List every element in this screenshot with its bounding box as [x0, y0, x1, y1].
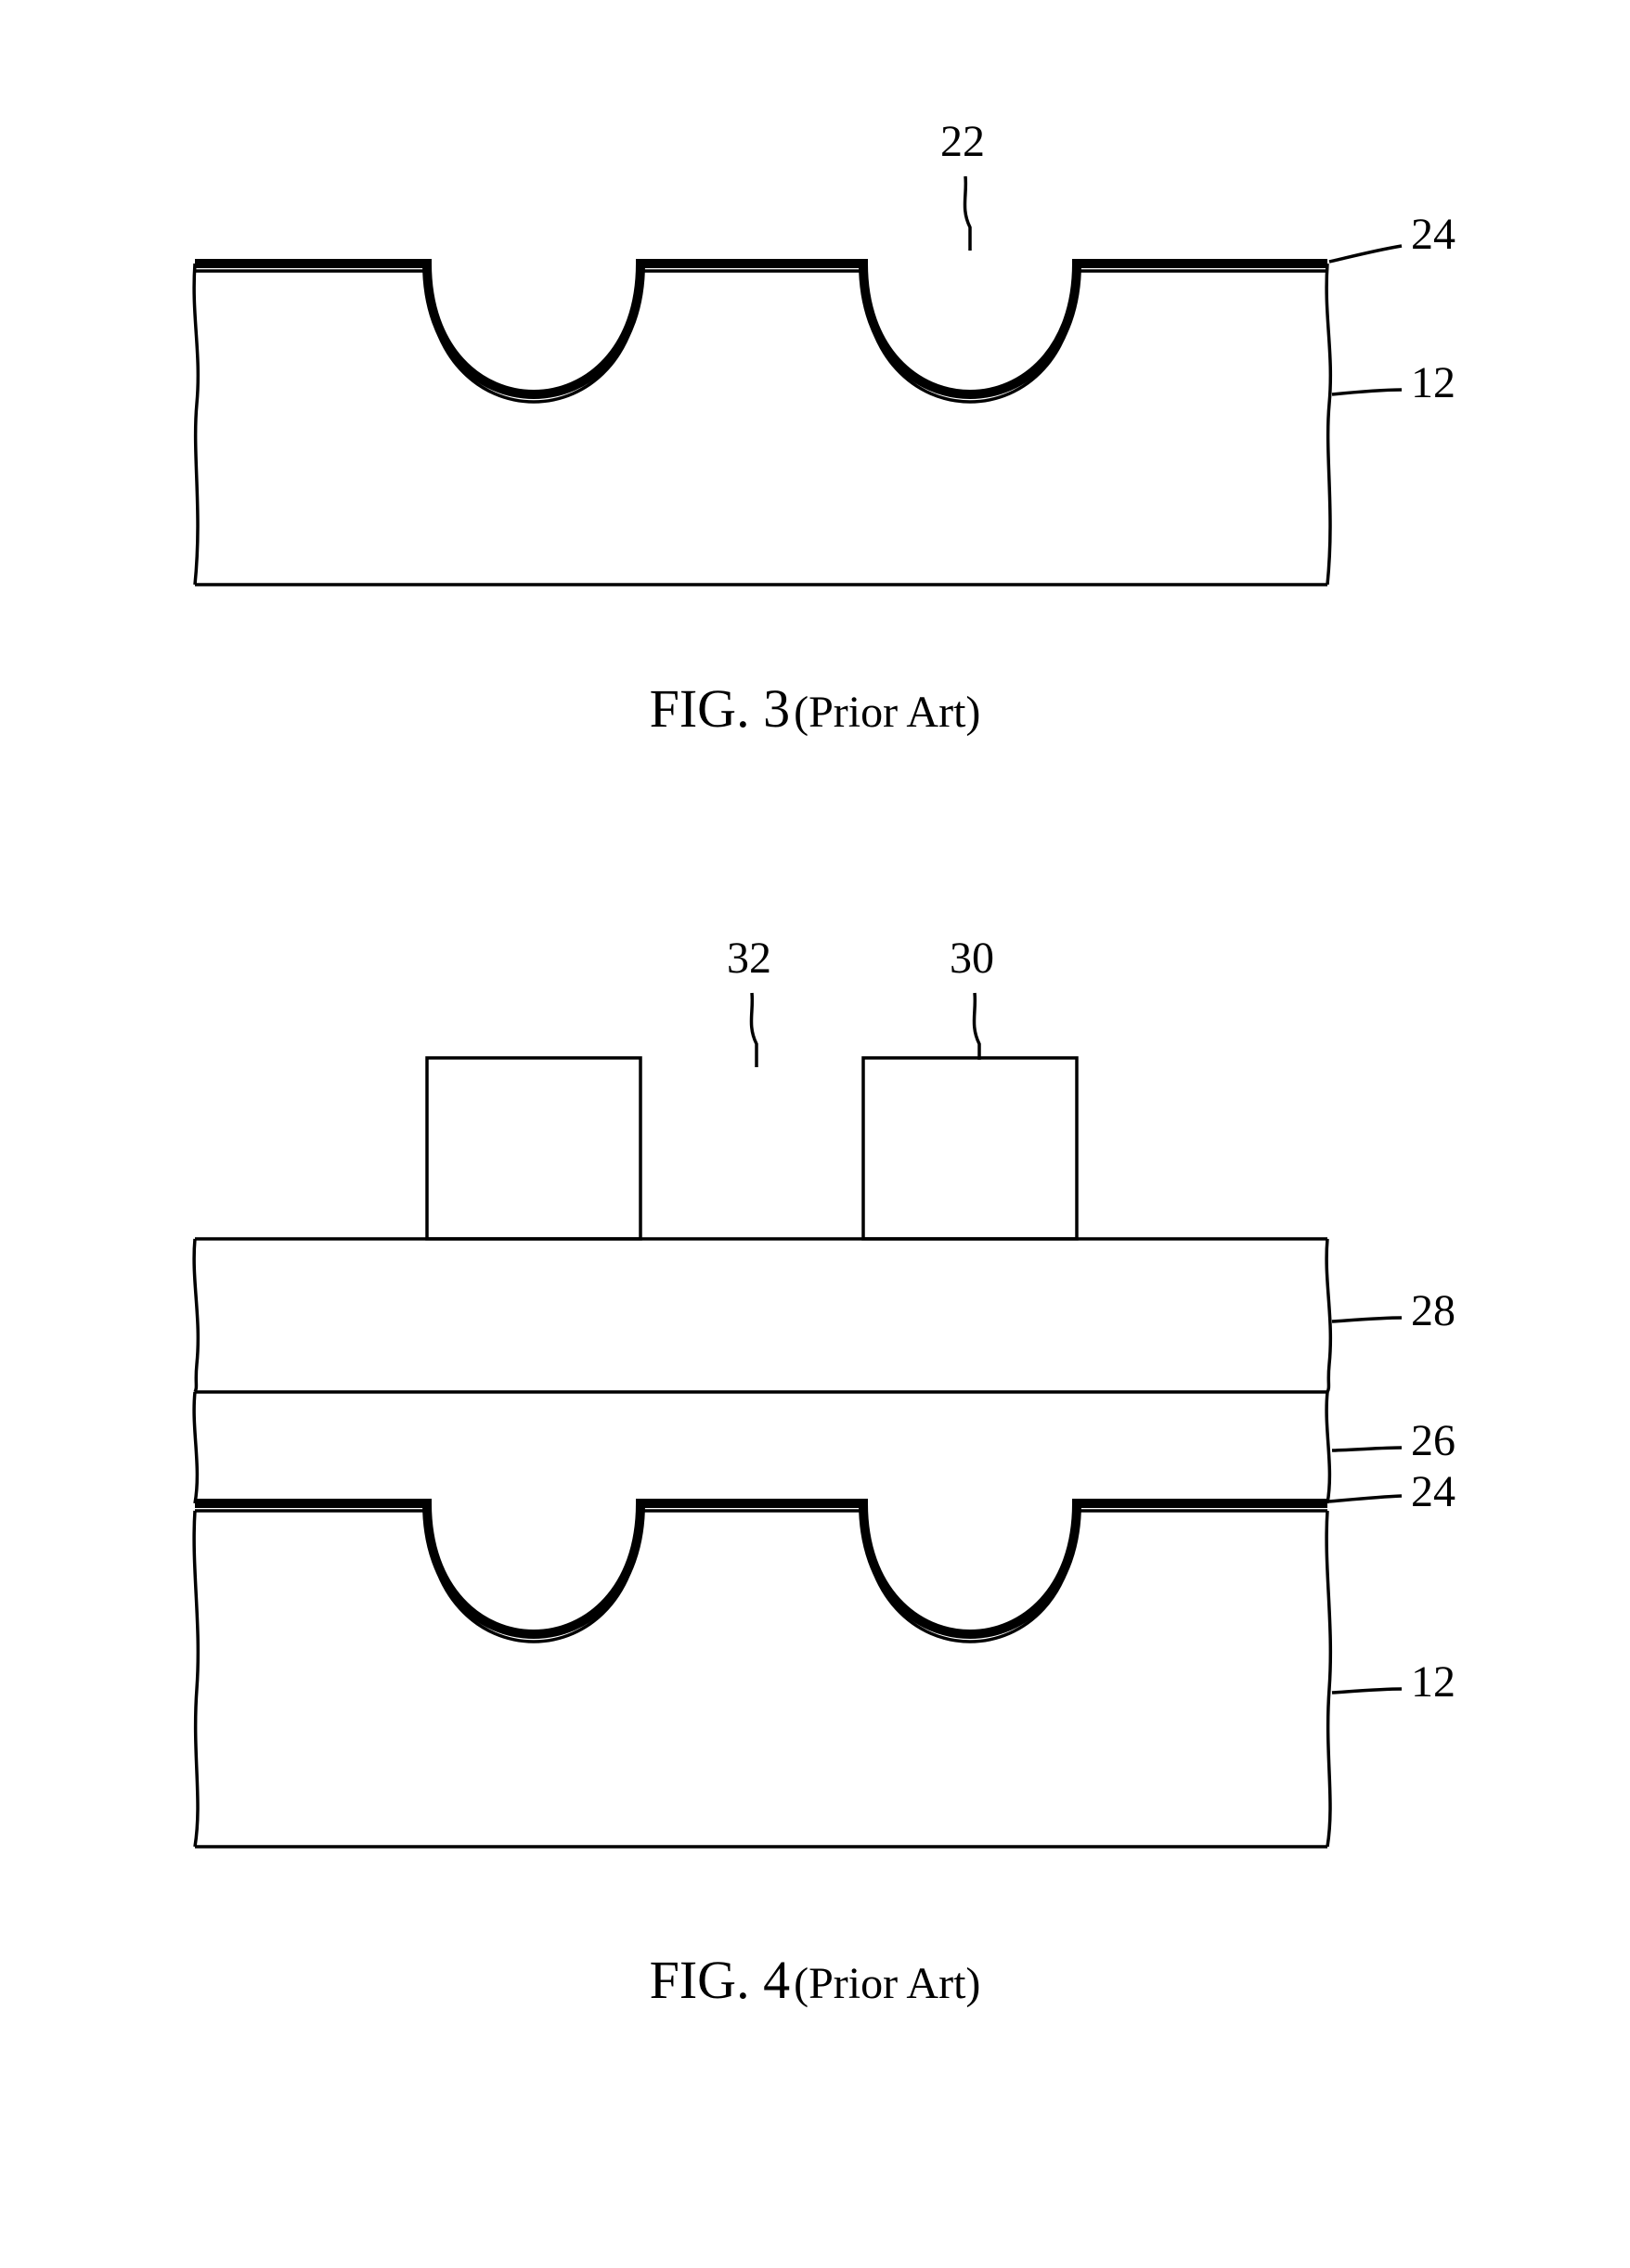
label-12: 12 [1411, 357, 1455, 408]
label-26: 26 [1411, 1415, 1455, 1466]
figure-3-svg [121, 158, 1513, 640]
label-28: 28 [1411, 1285, 1455, 1336]
figure-3-caption: FIG. 3 (Prior Art) [0, 677, 1630, 740]
label-22: 22 [940, 116, 985, 167]
label-30: 30 [950, 933, 994, 984]
label-24: 24 [1411, 209, 1455, 260]
figure-4-svg [121, 974, 1513, 1902]
label-24: 24 [1411, 1466, 1455, 1517]
figure-4-caption-prior: (Prior Art) [794, 1959, 980, 2008]
label-12: 12 [1411, 1656, 1455, 1707]
figure-4-caption-label: FIG. 4 [650, 1950, 790, 2010]
figure-3: 22 24 12 [121, 158, 1513, 645]
figure-3-caption-label: FIG. 3 [650, 678, 790, 739]
label-32: 32 [727, 933, 771, 984]
figure-4: 32 30 28 26 24 12 [121, 974, 1513, 1907]
figure-4-caption: FIG. 4 (Prior Art) [0, 1949, 1630, 2011]
figure-3-caption-prior: (Prior Art) [794, 688, 980, 737]
